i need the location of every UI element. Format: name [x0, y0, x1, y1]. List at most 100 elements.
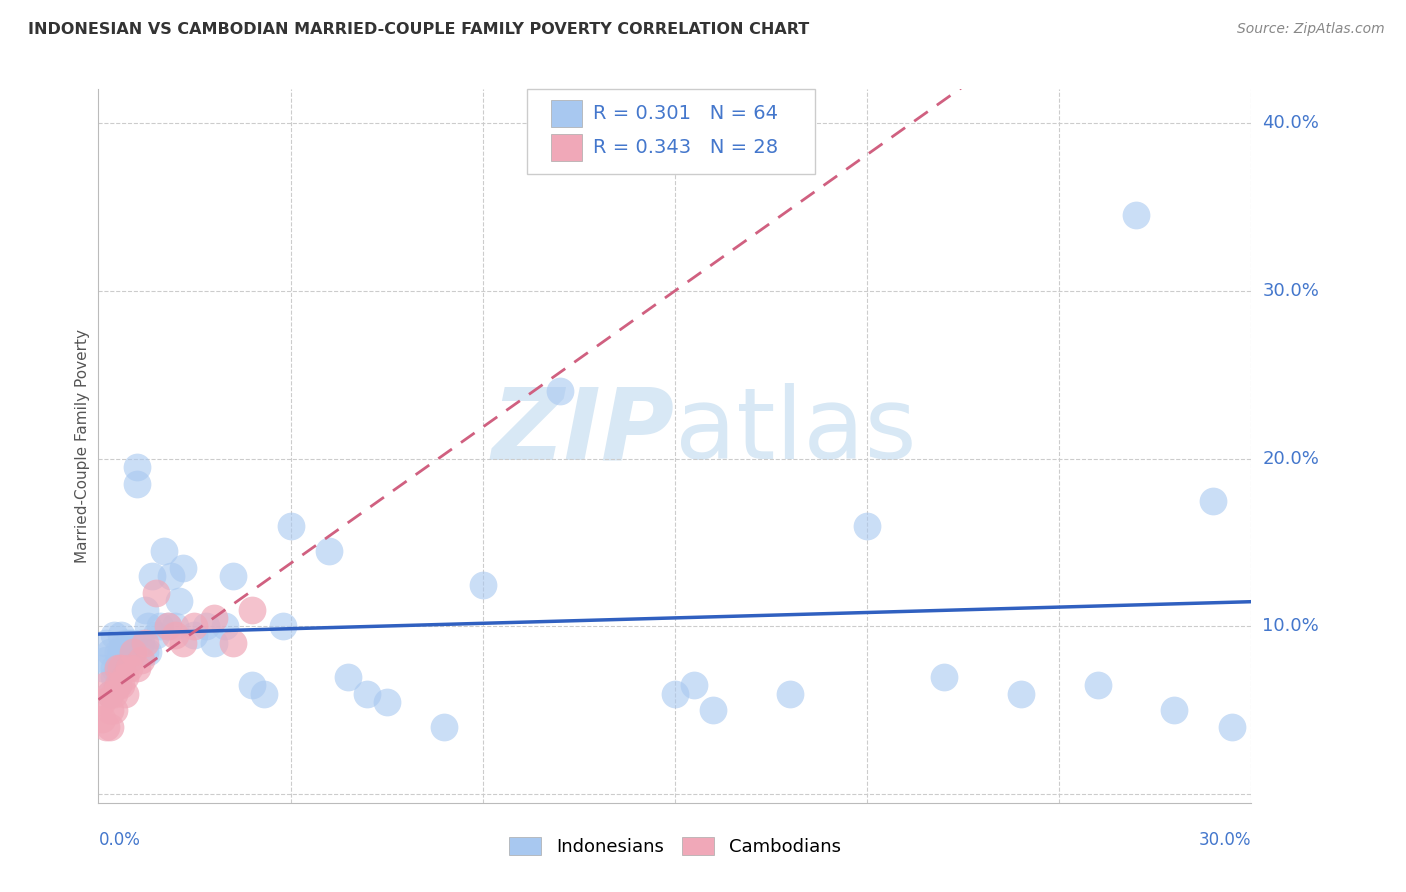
Indonesians: [214, 619, 236, 633]
Cambodians: [240, 603, 263, 617]
Cambodians: [122, 645, 145, 659]
Indonesians: [932, 670, 955, 684]
Cambodians: [145, 586, 167, 600]
Indonesians: [1125, 208, 1147, 222]
Indonesians: [145, 628, 167, 642]
Indonesians: [122, 645, 145, 659]
Indonesians: [134, 645, 156, 659]
Cambodians: [98, 687, 121, 701]
Cambodians: [110, 661, 132, 675]
Indonesians: [125, 460, 148, 475]
Cambodians: [103, 703, 125, 717]
Text: ZIP: ZIP: [492, 384, 675, 480]
Cambodians: [129, 653, 152, 667]
Indonesians: [253, 687, 276, 701]
Indonesians: [138, 645, 160, 659]
Indonesians: [107, 645, 129, 659]
Indonesians: [107, 661, 129, 675]
Indonesians: [160, 569, 183, 583]
Indonesians: [222, 569, 245, 583]
Indonesians: [1010, 687, 1032, 701]
Text: 30.0%: 30.0%: [1199, 831, 1251, 849]
Indonesians: [103, 661, 125, 675]
Indonesians: [98, 645, 121, 659]
Text: 20.0%: 20.0%: [1263, 450, 1319, 467]
Indonesians: [103, 628, 125, 642]
Indonesians: [129, 636, 152, 650]
Cambodians: [202, 611, 225, 625]
Cambodians: [222, 636, 245, 650]
Indonesians: [94, 653, 117, 667]
Indonesians: [107, 678, 129, 692]
Indonesians: [1220, 720, 1243, 734]
Cambodians: [110, 678, 132, 692]
Text: Source: ZipAtlas.com: Source: ZipAtlas.com: [1237, 22, 1385, 37]
Indonesians: [141, 569, 163, 583]
Text: atlas: atlas: [675, 384, 917, 480]
Legend: Indonesians, Cambodians: Indonesians, Cambodians: [501, 828, 849, 865]
Indonesians: [337, 670, 360, 684]
Cambodians: [94, 678, 117, 692]
Indonesians: [183, 628, 205, 642]
Y-axis label: Married-Couple Family Poverty: Married-Couple Family Poverty: [75, 329, 90, 563]
Indonesians: [167, 594, 190, 608]
Cambodians: [125, 661, 148, 675]
Indonesians: [318, 544, 340, 558]
Indonesians: [683, 678, 706, 692]
Indonesians: [98, 687, 121, 701]
Cambodians: [165, 628, 187, 642]
Indonesians: [114, 645, 136, 659]
Indonesians: [152, 544, 174, 558]
Text: 30.0%: 30.0%: [1263, 282, 1319, 300]
Indonesians: [1202, 493, 1225, 508]
Indonesians: [110, 661, 132, 675]
Indonesians: [110, 645, 132, 659]
Indonesians: [91, 661, 114, 675]
Indonesians: [172, 560, 194, 574]
Indonesians: [548, 384, 571, 399]
Cambodians: [134, 636, 156, 650]
Cambodians: [91, 695, 114, 709]
Indonesians: [156, 619, 179, 633]
Indonesians: [165, 619, 187, 633]
Indonesians: [271, 619, 294, 633]
Indonesians: [202, 636, 225, 650]
Indonesians: [110, 628, 132, 642]
Indonesians: [118, 653, 141, 667]
Indonesians: [702, 703, 724, 717]
Indonesians: [856, 518, 879, 533]
Indonesians: [356, 687, 378, 701]
Text: INDONESIAN VS CAMBODIAN MARRIED-COUPLE FAMILY POVERTY CORRELATION CHART: INDONESIAN VS CAMBODIAN MARRIED-COUPLE F…: [28, 22, 810, 37]
Text: R = 0.343   N = 28: R = 0.343 N = 28: [593, 137, 779, 157]
Indonesians: [134, 603, 156, 617]
Text: 40.0%: 40.0%: [1263, 114, 1319, 132]
Indonesians: [195, 619, 218, 633]
Cambodians: [183, 619, 205, 633]
Cambodians: [156, 619, 179, 633]
Indonesians: [280, 518, 302, 533]
Indonesians: [94, 636, 117, 650]
Text: 0.0%: 0.0%: [98, 831, 141, 849]
Indonesians: [103, 670, 125, 684]
Cambodians: [172, 636, 194, 650]
Indonesians: [1163, 703, 1185, 717]
Cambodians: [103, 687, 125, 701]
Text: R = 0.301   N = 64: R = 0.301 N = 64: [593, 103, 779, 123]
Cambodians: [94, 720, 117, 734]
Indonesians: [471, 577, 494, 591]
Cambodians: [114, 687, 136, 701]
Indonesians: [664, 687, 686, 701]
Indonesians: [375, 695, 398, 709]
Cambodians: [107, 661, 129, 675]
Cambodians: [118, 661, 141, 675]
Indonesians: [779, 687, 801, 701]
Indonesians: [125, 476, 148, 491]
Indonesians: [240, 678, 263, 692]
Indonesians: [149, 619, 172, 633]
Cambodians: [98, 703, 121, 717]
Indonesians: [138, 619, 160, 633]
Cambodians: [114, 670, 136, 684]
Indonesians: [1087, 678, 1109, 692]
Indonesians: [122, 636, 145, 650]
Cambodians: [98, 720, 121, 734]
